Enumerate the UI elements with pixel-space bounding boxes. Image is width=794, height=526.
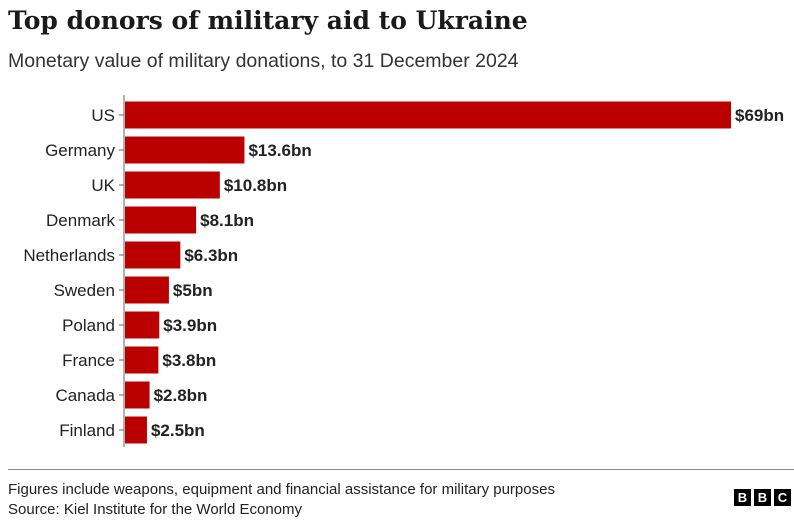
logo-letter: C: [774, 489, 791, 506]
bar: [125, 241, 181, 269]
bar: [125, 276, 169, 304]
category-label: Netherlands: [23, 246, 115, 265]
value-label: $3.8bn: [162, 351, 216, 370]
category-label: Germany: [45, 141, 115, 160]
value-label: $69bn: [735, 106, 784, 125]
value-label: $2.5bn: [151, 421, 205, 440]
category-label: Finland: [59, 421, 115, 440]
bar: [125, 381, 150, 409]
chart-title: Top donors of military aid to Ukraine: [8, 6, 528, 35]
bbc-logo: B B C: [734, 489, 791, 506]
bar: [125, 136, 245, 164]
category-label: Poland: [62, 316, 115, 335]
value-label: $8.1bn: [200, 211, 254, 230]
category-label: Sweden: [54, 281, 115, 300]
category-label: US: [91, 106, 115, 125]
bar: [125, 311, 160, 339]
bar: [125, 101, 731, 129]
value-label: $13.6bn: [248, 141, 311, 160]
category-label: Canada: [55, 386, 115, 405]
bar: [125, 416, 147, 444]
category-label: Denmark: [46, 211, 115, 230]
category-label: France: [62, 351, 115, 370]
value-label: $5bn: [173, 281, 213, 300]
value-label: $3.9bn: [163, 316, 217, 335]
logo-letter: B: [734, 489, 751, 506]
footer-divider: [8, 469, 794, 470]
footer-source: Source: Kiel Institute for the World Eco…: [8, 501, 303, 518]
bar: [125, 206, 197, 234]
logo-letter: B: [754, 489, 771, 506]
bar-chart: US $69bn Germany $13.6bn UK $10.8bn Denmark $8.…: [23, 95, 784, 447]
value-label: $6.3bn: [184, 246, 238, 265]
chart-subtitle: Monetary value of military donations, to…: [8, 50, 519, 72]
category-label: UK: [91, 176, 115, 195]
value-label: $2.8bn: [154, 386, 208, 405]
bar: [125, 346, 159, 374]
bar: [125, 171, 220, 199]
footer-note: Figures include weapons, equipment and f…: [8, 481, 555, 498]
value-label: $10.8bn: [224, 176, 287, 195]
